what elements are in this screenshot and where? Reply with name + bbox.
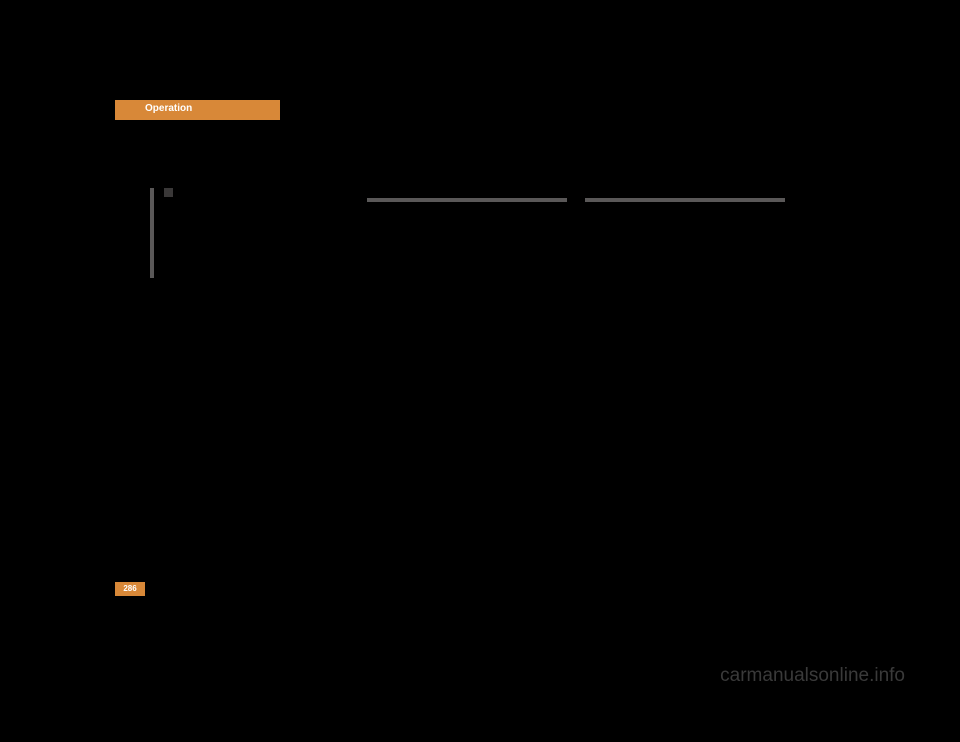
- info-vertical-bar: [150, 188, 154, 278]
- watermark-text: carmanualsonline.info: [720, 665, 905, 687]
- column-divider-2: [585, 198, 785, 202]
- section-header-tab: Operation: [115, 100, 280, 120]
- page-number: 286: [123, 584, 136, 593]
- manual-page: Operation 286: [115, 100, 805, 610]
- section-title: Operation: [145, 103, 192, 114]
- info-icon: [164, 188, 173, 197]
- column-divider-1: [367, 198, 567, 202]
- page-number-box: 286: [115, 582, 145, 596]
